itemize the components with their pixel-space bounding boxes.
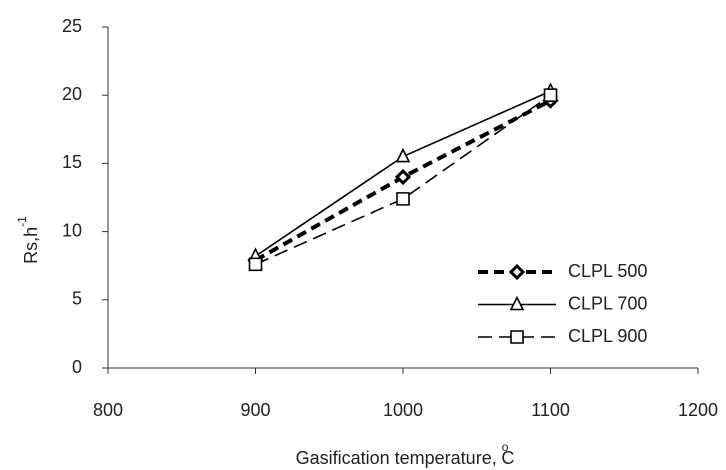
x-label-text: Gasification temperature, bbox=[296, 448, 497, 468]
y-label-text: Rs,h bbox=[21, 227, 41, 264]
x-tick-label: 1000 bbox=[383, 400, 423, 420]
marker bbox=[248, 257, 263, 272]
x-label-unit: C bbox=[501, 448, 514, 468]
marker bbox=[395, 147, 411, 163]
x-tick-label: 800 bbox=[93, 400, 123, 420]
legend-label: CLPL 900 bbox=[568, 326, 647, 346]
y-tick-label: 0 bbox=[72, 357, 82, 377]
marker bbox=[508, 263, 526, 281]
marker bbox=[509, 295, 525, 311]
y-tick-label: 25 bbox=[62, 16, 82, 36]
y-tick-label: 15 bbox=[62, 152, 82, 172]
marker bbox=[510, 330, 524, 344]
x-tick-label: 1200 bbox=[678, 400, 718, 420]
x-label-superscript: o bbox=[502, 440, 509, 454]
marker bbox=[394, 168, 412, 186]
y-tick-label: 20 bbox=[62, 84, 82, 104]
y-axis-label: Rs,h-1 bbox=[15, 216, 41, 264]
legend-label: CLPL 500 bbox=[568, 261, 647, 281]
y-tick-label: 5 bbox=[72, 289, 82, 309]
y-label-superscript: -1 bbox=[15, 216, 29, 227]
y-tick-label: 10 bbox=[62, 220, 82, 240]
legend-label: CLPL 700 bbox=[568, 293, 647, 313]
series-line bbox=[255, 94, 551, 266]
x-tick-label: 1100 bbox=[531, 400, 570, 420]
marker bbox=[543, 88, 558, 102]
x-tick-label: 900 bbox=[240, 400, 270, 420]
marker bbox=[396, 192, 410, 206]
x-axis-label: Gasification temperature, o C bbox=[296, 440, 515, 468]
